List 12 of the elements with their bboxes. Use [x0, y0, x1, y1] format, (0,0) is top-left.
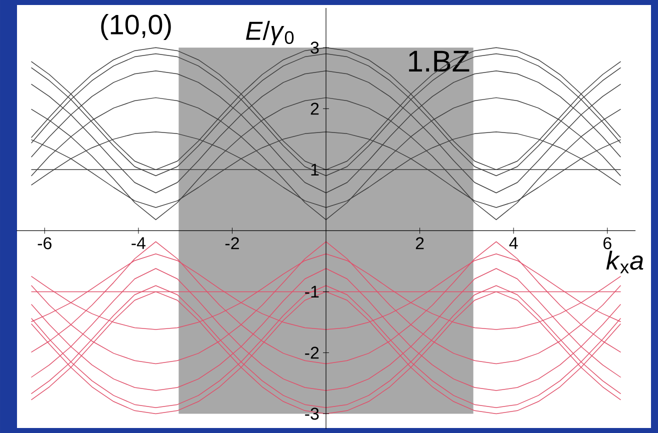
y-axis-title: E/γ$_{0}$ [246, 20, 294, 46]
y-tick-label: 2 [310, 102, 319, 115]
x-tick-label: 4 [509, 237, 518, 249]
x-tick-label: -4 [132, 237, 146, 249]
x-tick-label: 6 [603, 237, 612, 250]
y-tick-label: -1 [305, 286, 319, 298]
x-tick-label: -6 [38, 237, 52, 250]
x-tick-label: 2 [416, 237, 424, 250]
x-tick-label: -2 [225, 237, 239, 250]
x-axis-title: k$_{x}$a [606, 250, 644, 274]
chart-title: (10,0) [101, 14, 171, 40]
y-tick-label: -2 [305, 346, 319, 359]
